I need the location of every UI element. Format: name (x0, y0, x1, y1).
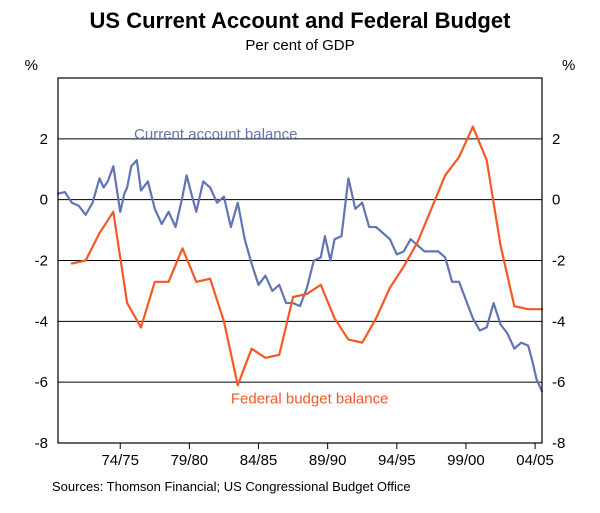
y-tick-left: 0 (40, 192, 48, 209)
y-tick-right: 0 (552, 192, 560, 209)
y-tick-left: -2 (35, 253, 48, 270)
x-tick-label: 04/05 (516, 452, 554, 469)
sources-text: Sources: Thomson Financial; US Congressi… (52, 479, 411, 494)
x-tick-label: 94/95 (378, 452, 416, 469)
series-label-federal_budget: Federal budget balance (231, 390, 389, 407)
chart-title: US Current Account and Federal Budget (90, 8, 512, 33)
y-tick-left: -6 (35, 374, 48, 391)
x-tick-label: 99/00 (447, 452, 485, 469)
y-tick-right: -8 (552, 435, 565, 452)
chart-container: US Current Account and Federal Budget Per… (0, 0, 600, 513)
x-tick-label: 74/75 (101, 452, 139, 469)
x-tick-label: 84/85 (240, 452, 278, 469)
y-tick-right: -4 (552, 313, 565, 330)
chart-svg: US Current Account and Federal Budget Per… (0, 0, 600, 513)
chart-bg (0, 0, 600, 513)
chart-subtitle: Per cent of GDP (245, 37, 354, 54)
y-tick-left: -8 (35, 435, 48, 452)
y-tick-right: -2 (552, 253, 565, 270)
x-tick-label: 89/90 (309, 452, 347, 469)
y-tick-right: -6 (552, 374, 565, 391)
series-label-current_account: Current account balance (134, 126, 297, 143)
y-tick-right: 2 (552, 131, 560, 148)
x-tick-label: 79/80 (171, 452, 209, 469)
y-unit-right: % (562, 57, 575, 74)
y-tick-left: 2 (40, 131, 48, 148)
y-tick-left: -4 (35, 313, 48, 330)
y-unit-left: % (25, 57, 38, 74)
